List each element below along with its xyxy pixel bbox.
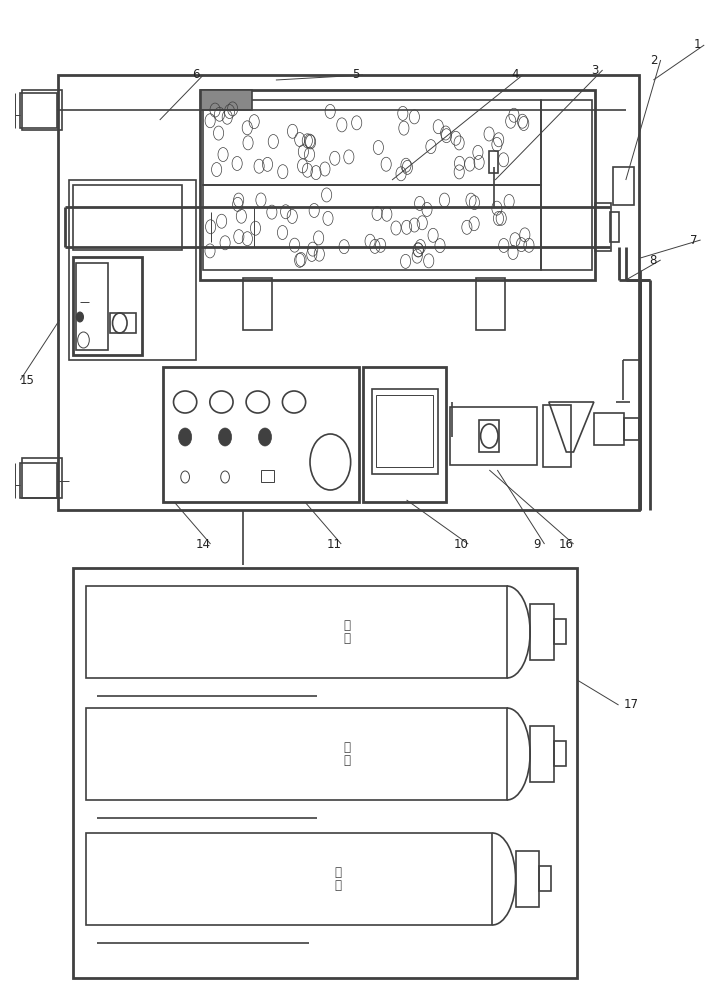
Text: 气
瓶: 气 瓶 <box>334 866 341 892</box>
Text: 1: 1 <box>693 38 701 51</box>
Bar <box>479 420 499 452</box>
Bar <box>203 185 541 270</box>
Bar <box>489 151 498 173</box>
Bar <box>163 367 359 502</box>
Bar <box>595 203 611 251</box>
Bar <box>58 75 639 510</box>
Bar <box>553 619 566 644</box>
Bar <box>450 407 537 465</box>
Circle shape <box>258 428 272 446</box>
Bar <box>203 100 541 185</box>
Text: 5: 5 <box>352 68 359 82</box>
Circle shape <box>219 428 232 446</box>
Bar <box>243 278 272 330</box>
Bar <box>613 167 634 205</box>
Text: 4: 4 <box>512 68 519 82</box>
Bar <box>86 708 507 800</box>
Bar <box>200 90 595 280</box>
Text: 11: 11 <box>327 538 341 550</box>
Text: 气
瓶: 气 瓶 <box>343 741 350 767</box>
Text: 16: 16 <box>559 538 574 550</box>
Text: 8: 8 <box>650 253 657 266</box>
Bar <box>530 726 553 782</box>
Bar <box>73 185 182 250</box>
Bar <box>110 313 136 333</box>
Bar <box>539 866 551 891</box>
Bar <box>76 263 108 350</box>
Circle shape <box>76 312 83 322</box>
Bar <box>376 395 433 467</box>
Text: 9: 9 <box>534 538 541 550</box>
Circle shape <box>179 428 192 446</box>
Bar <box>610 212 619 242</box>
Text: 17: 17 <box>624 698 639 712</box>
Text: 6: 6 <box>192 68 200 82</box>
Bar <box>22 90 62 130</box>
Bar <box>541 100 592 270</box>
Bar <box>543 405 571 467</box>
Bar <box>530 604 553 660</box>
Bar <box>86 833 492 925</box>
Bar <box>73 257 142 355</box>
Text: 3: 3 <box>592 64 599 77</box>
Bar <box>86 586 507 678</box>
Text: 10: 10 <box>454 538 468 550</box>
Bar <box>73 568 577 978</box>
Bar <box>594 413 624 445</box>
Bar <box>363 367 446 502</box>
Bar <box>553 741 566 766</box>
Bar <box>515 851 539 907</box>
Bar <box>261 470 274 482</box>
Bar <box>20 463 57 498</box>
Bar <box>69 180 196 360</box>
Text: 气
瓶: 气 瓶 <box>343 619 350 645</box>
Bar <box>372 389 438 474</box>
Bar <box>476 278 505 330</box>
Text: 2: 2 <box>650 53 657 66</box>
Text: 7: 7 <box>690 233 697 246</box>
Bar <box>22 458 62 498</box>
Bar <box>20 93 57 128</box>
Bar <box>201 90 252 110</box>
Bar <box>624 418 639 440</box>
Text: 14: 14 <box>196 538 211 550</box>
Text: 15: 15 <box>20 373 35 386</box>
